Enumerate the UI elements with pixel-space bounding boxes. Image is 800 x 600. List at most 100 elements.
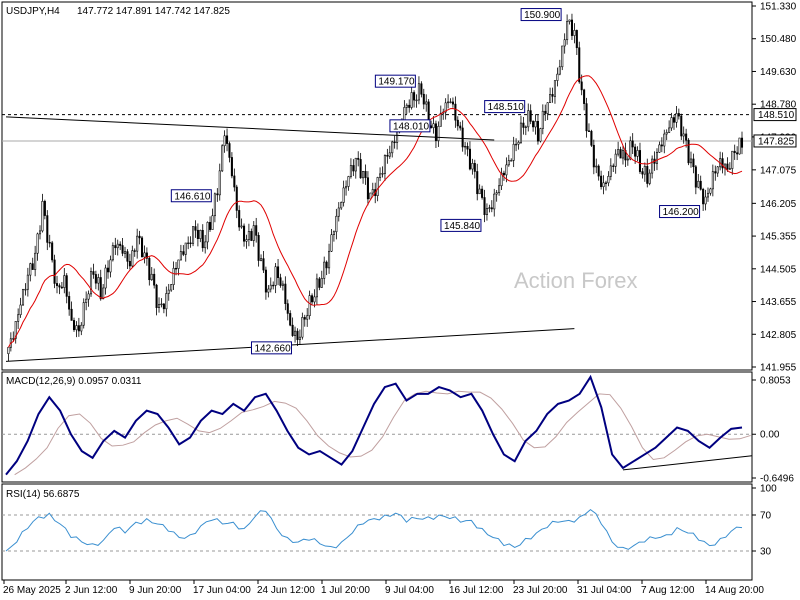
candle-body: [150, 273, 153, 281]
current-price-label: 147.825: [758, 136, 795, 147]
candle-body: [685, 133, 688, 141]
price-label-box: [659, 205, 701, 219]
candle-body: [63, 275, 66, 288]
candle-body: [369, 192, 372, 200]
candle-body: [221, 145, 224, 172]
candle-body: [733, 150, 736, 154]
price-label-box: [440, 218, 482, 232]
candle-body: [267, 288, 270, 293]
candle-body: [92, 271, 95, 275]
candle-body: [238, 210, 241, 228]
macd-tick-label: 0.8053: [760, 376, 791, 387]
candle-body: [471, 163, 474, 170]
candle-body: [583, 89, 586, 104]
candle-body: [468, 148, 471, 170]
candle-body: [301, 317, 304, 338]
candle-body: [7, 346, 10, 355]
candle-body: [114, 245, 117, 249]
candle-body: [600, 175, 603, 188]
trendline: [5, 116, 495, 141]
price-label: 146.610: [174, 191, 211, 202]
candle-body: [311, 295, 314, 303]
candle-body: [631, 140, 634, 148]
price-label-box: [250, 341, 292, 355]
price-label: 145.840: [444, 221, 481, 232]
candle-body: [539, 128, 542, 142]
candle-body: [580, 81, 583, 91]
candle-body: [138, 235, 141, 239]
candle-body: [536, 120, 539, 142]
candle-body: [289, 313, 292, 326]
candle-body: [294, 330, 297, 336]
candle-body: [425, 101, 428, 105]
candle-body: [626, 158, 629, 161]
candle-body: [702, 188, 705, 205]
candle-body: [568, 19, 571, 22]
candle-body: [337, 207, 340, 217]
candle-body: [119, 243, 122, 246]
candle-body: [330, 234, 333, 252]
candle-body: [126, 251, 129, 262]
candle-body: [296, 330, 299, 340]
candle-body: [17, 314, 20, 322]
candle-body: [354, 157, 357, 172]
candle-body: [279, 277, 282, 286]
candle-body: [262, 258, 265, 271]
candle-body: [366, 177, 369, 200]
candle-body: [243, 225, 246, 242]
candle-body: [553, 80, 556, 97]
candle-body: [148, 258, 151, 281]
candle-body: [410, 92, 413, 108]
candle-body: [228, 143, 231, 158]
candle-body: [587, 130, 590, 132]
price-tick-label: 144.505: [760, 264, 797, 275]
candle-body: [716, 166, 719, 174]
candle-body: [245, 239, 248, 242]
candle-body: [328, 250, 331, 269]
candle-body: [318, 278, 321, 288]
macd-axis: 0.8053 0.00 -0.6496: [752, 376, 794, 485]
rsi-header: RSI(14) 56.6875: [6, 489, 80, 500]
time-tick-label: 7 Aug 12:00: [641, 585, 695, 596]
candle-body: [573, 30, 576, 36]
candle-body: [153, 273, 156, 286]
candle-body: [211, 215, 214, 230]
macd-line: [5, 374, 743, 476]
candle-body: [532, 121, 535, 128]
candle-body: [14, 321, 17, 339]
candle-body: [488, 207, 491, 209]
candle-body: [332, 231, 335, 236]
candle-body: [347, 176, 350, 187]
candle-body: [184, 242, 187, 255]
price-tick-label: 150.480: [760, 34, 797, 45]
rsi-tick-label: 70: [760, 511, 772, 522]
candle-body: [721, 158, 724, 169]
candle-body: [694, 166, 697, 188]
candle-body: [619, 149, 622, 159]
candle-body: [82, 302, 85, 326]
candle-body: [277, 266, 280, 279]
candle-body: [55, 283, 59, 286]
candle-body: [158, 304, 161, 308]
rsi-panel: [1, 483, 753, 581]
candle-body: [643, 166, 646, 175]
candle-body: [116, 243, 119, 249]
price-label: 148.010: [393, 121, 430, 132]
candle-body: [655, 151, 659, 164]
candle-body: [269, 284, 272, 290]
time-tick-label: 26 May 2025: [3, 585, 61, 596]
candle-body: [563, 39, 566, 47]
candle-body: [335, 215, 338, 233]
candle-body: [345, 186, 348, 189]
candle-body: [252, 225, 255, 241]
candle-body: [726, 163, 729, 170]
candle-body: [692, 158, 695, 168]
candle-body: [439, 112, 442, 127]
price-tick-label: 151.330: [760, 2, 797, 13]
candle-body: [223, 135, 226, 147]
candle-body: [383, 155, 386, 174]
candle-body: [194, 226, 197, 231]
candle-body: [388, 152, 391, 157]
candle-body: [359, 159, 362, 179]
